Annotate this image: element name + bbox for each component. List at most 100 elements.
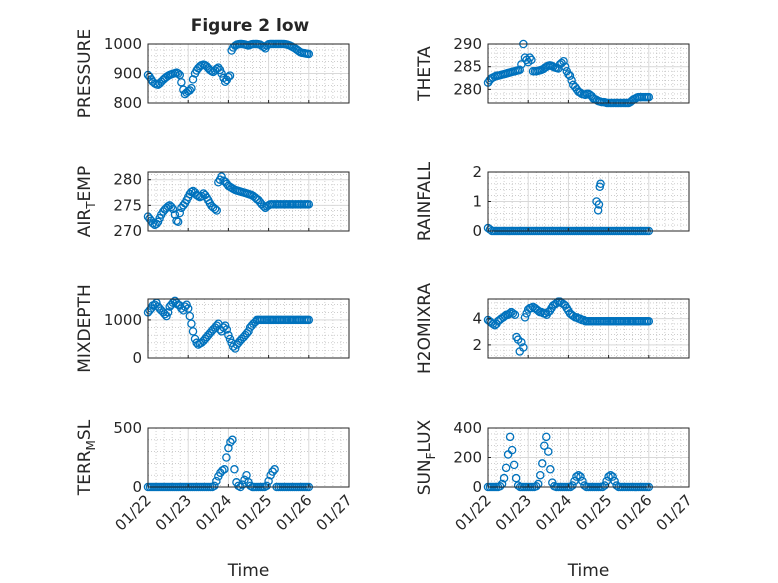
data-point	[578, 476, 587, 486]
data-point	[517, 338, 526, 347]
data-point	[268, 467, 277, 476]
data-point	[163, 308, 173, 317]
data-point	[567, 76, 576, 85]
data-point	[220, 321, 230, 330]
data-point	[576, 472, 585, 481]
data-point	[608, 472, 617, 481]
data-point	[497, 479, 507, 489]
y-tick-label: 0	[132, 478, 142, 496]
y-tick-label: 200	[453, 449, 482, 467]
data-point	[188, 327, 198, 336]
data-point	[499, 473, 509, 483]
y-tick-label: 280	[113, 171, 142, 189]
y-tick-label: 4	[472, 310, 482, 328]
y-tick-label: 280	[453, 80, 482, 98]
data-point	[505, 432, 515, 442]
data-point	[519, 343, 528, 352]
data-point	[527, 55, 536, 65]
y-tick-label: 285	[453, 58, 482, 76]
y-tick-label: 0	[472, 222, 482, 240]
y-tick-label: 2	[472, 163, 482, 181]
data-point	[501, 463, 511, 473]
axes-frame	[147, 427, 350, 488]
data-point	[210, 481, 219, 491]
x-axis-label: Time	[567, 561, 610, 581]
axes-frame	[487, 43, 690, 104]
x-ticks	[147, 355, 350, 358]
x-ticks	[487, 100, 690, 103]
y-axis-label-suffix: LUX	[415, 419, 435, 452]
x-ticks	[147, 100, 350, 103]
data-point	[507, 445, 517, 455]
x-ticks	[487, 228, 690, 231]
subplot-air_temp: 270 275 280 AIRTEMP	[75, 166, 350, 240]
data-point	[304, 200, 314, 209]
y-axis-label-suffix: SL	[75, 419, 95, 440]
data-point	[167, 202, 176, 212]
data-point	[262, 481, 271, 491]
data-point	[560, 62, 570, 71]
data-point	[185, 311, 195, 321]
y-axis-label: MIXDEPTH	[75, 284, 95, 373]
data-point	[304, 49, 314, 59]
data-point	[228, 435, 237, 445]
y-ticks: 0 200 400	[453, 419, 491, 496]
data-point	[175, 208, 185, 218]
data-point	[559, 56, 568, 66]
data-point	[509, 460, 519, 470]
data-series	[143, 172, 314, 230]
data-point	[511, 473, 521, 483]
data-point	[525, 53, 535, 62]
y-axis-label: SUNFLUX	[415, 419, 438, 495]
data-point	[513, 481, 523, 490]
data-point	[162, 311, 171, 321]
data-point	[226, 437, 235, 447]
data-point	[612, 481, 621, 490]
y-tick-label: 2	[472, 336, 482, 354]
data-point	[495, 482, 505, 491]
data-point	[217, 69, 226, 78]
data-point	[168, 204, 178, 214]
data-point	[210, 204, 220, 214]
y-tick-label: 400	[453, 419, 482, 437]
y-tick-label: 275	[113, 196, 142, 214]
x-ticks	[147, 228, 350, 231]
subplot-rainfall: 0 1 2 RAINFALL	[415, 161, 690, 241]
axes-frame	[147, 171, 350, 232]
y-axis-label-sub: F	[424, 452, 438, 459]
data-point	[225, 71, 235, 80]
data-point	[580, 481, 589, 490]
data-point	[222, 453, 231, 462]
y-axis-label-main: TERR	[75, 450, 95, 496]
data-point	[224, 72, 233, 82]
data-point	[170, 210, 180, 219]
y-tick-label: 1000	[104, 35, 142, 53]
data-point	[188, 75, 198, 84]
data-point	[534, 479, 543, 489]
y-axis-label: AIRTEMP	[75, 166, 98, 237]
y-tick-label: 800	[113, 94, 142, 112]
data-point	[197, 191, 206, 201]
subplot-theta: 280 285 290 THETA	[415, 35, 690, 108]
data-point	[212, 206, 221, 215]
y-tick-label: 0	[472, 478, 482, 496]
y-ticks: 280 285 290	[453, 35, 491, 98]
data-point	[212, 476, 221, 486]
subplot-pressure: 800 900 1000 PRESSURE	[75, 29, 350, 118]
data-point	[230, 465, 239, 474]
data-point	[531, 482, 541, 491]
data-point	[565, 71, 575, 81]
subplot-mixdepth: 0 1000 MIXDEPTH	[75, 284, 350, 373]
x-axis-label: Time	[227, 561, 270, 581]
y-ticks: 800 900 1000	[104, 35, 151, 112]
plot-area	[148, 428, 349, 487]
data-point	[520, 313, 530, 322]
axes-frame	[147, 298, 350, 359]
y-tick-label: 900	[113, 65, 142, 83]
data-point	[222, 325, 232, 334]
data-point	[510, 310, 520, 319]
data-point	[224, 330, 233, 340]
data-point	[187, 319, 196, 328]
